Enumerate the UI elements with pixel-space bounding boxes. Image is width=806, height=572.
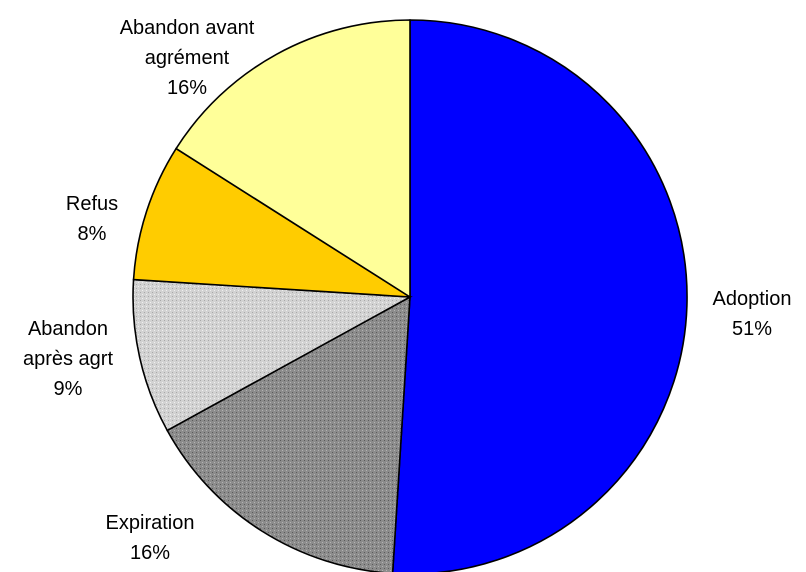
slice-value-label: 16% (130, 542, 170, 564)
slice-name-line: Abandon (28, 318, 108, 340)
pie-slice-expiration (166, 295, 411, 572)
slice-label-adoption: Adoption 51% (713, 288, 792, 340)
pie-slice-adoption (391, 19, 688, 572)
slice-label-refus: Refus 8% (66, 193, 118, 245)
slice-name-line: agrément (145, 47, 230, 69)
pie-slice-abandon-apr-s-agrt (132, 278, 413, 432)
pie-slices (132, 19, 688, 572)
slice-value-label: 51% (732, 318, 772, 340)
slice-name-line: Adoption (713, 288, 792, 310)
slice-value-label: 16% (167, 77, 207, 99)
slice-label-abandon-apr-s-agrt: Abandon après agrt 9% (23, 318, 113, 400)
pie-slice-abandon-avant-agr-ment (175, 19, 411, 299)
slice-name-line: Refus (66, 193, 118, 215)
slice-label-expiration: Expiration 16% (106, 512, 195, 564)
pie-labels: Adoption 51% Expiration 16% Abandon après agr… (23, 17, 792, 564)
slice-name-line: après agrt (23, 348, 113, 370)
slice-label-abandon-avant-agr-ment: Abandon avant agrément 16% (120, 17, 255, 99)
slice-name-line: Expiration (106, 512, 195, 534)
slice-value-label: 8% (78, 223, 107, 245)
pie-slice-refus (132, 147, 411, 298)
slice-name-line: Abandon avant (120, 17, 255, 39)
slice-value-label: 9% (54, 378, 83, 400)
